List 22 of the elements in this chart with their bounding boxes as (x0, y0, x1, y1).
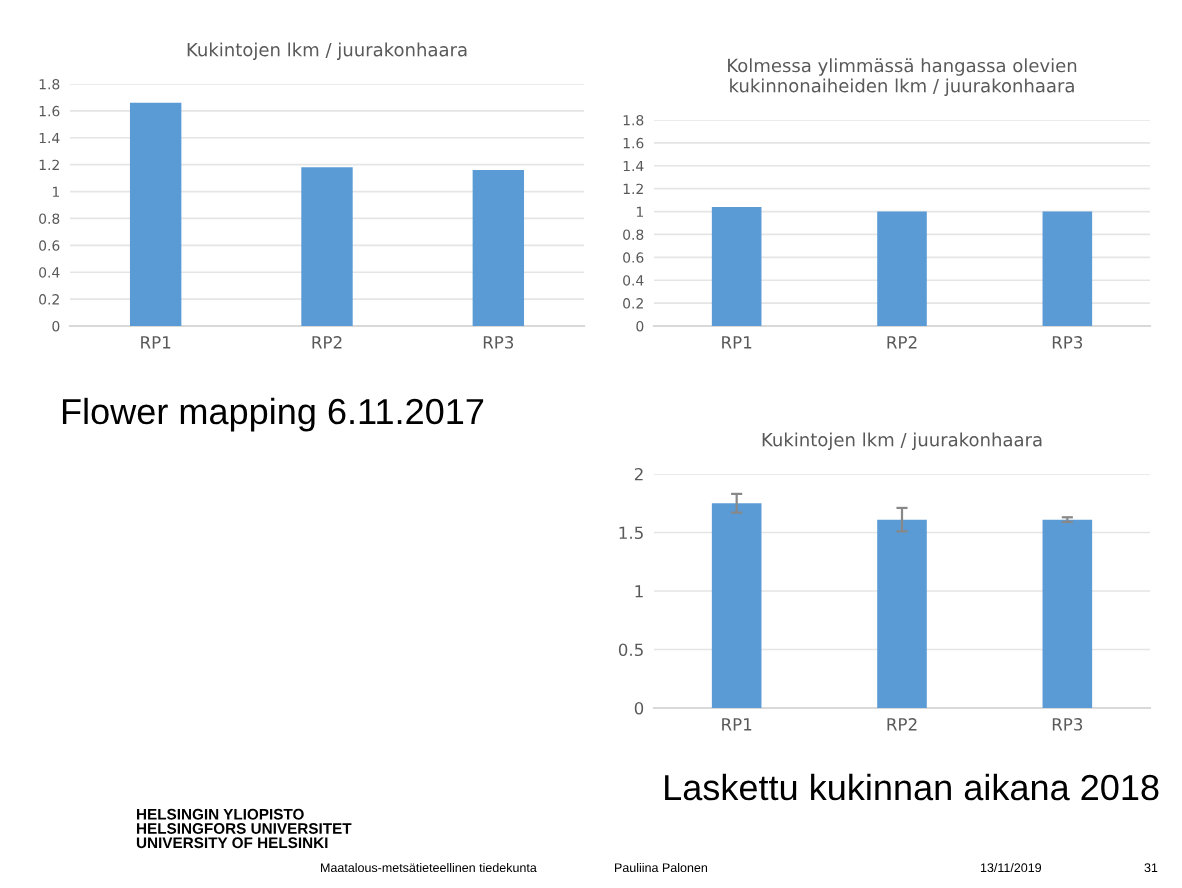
bar (472, 170, 525, 326)
chart-title: Kukintojen lkm / juurakonhaara (187, 42, 467, 60)
bar (301, 167, 353, 326)
chart-title: Kolmessa ylimmässä hangassa olevien kukinnonaiheiden lkm / juurakonhaara (728, 58, 1077, 96)
text: Laskettu kukinnan aikana 2018 (665, 773, 1159, 801)
x-tick-label: RP3 (483, 336, 514, 349)
bar (129, 102, 182, 326)
x-tick-label: RP2 (887, 718, 917, 731)
y-tick-label: 1.5 (619, 526, 643, 540)
y-tick-label: 0 (634, 701, 644, 715)
x-tick-label: RP3 (1052, 336, 1083, 349)
y-tick-label: 0.5 (618, 643, 643, 657)
x-tick-label: RP1 (722, 336, 752, 349)
x-tick-label: RP3 (1052, 718, 1083, 731)
x-tick-label: RP2 (887, 336, 917, 349)
text: Flower mapping 6.11.2017 (62, 397, 484, 432)
x-tick-label: RP2 (312, 336, 342, 349)
x-tick-label: RP1 (722, 718, 752, 731)
y-tick-label: 2 (634, 467, 643, 481)
y-tick-label: 1 (635, 585, 643, 598)
chart-title: Kukintojen lkm / juurakonhaara (762, 432, 1042, 450)
x-tick-label: RP1 (141, 336, 171, 349)
